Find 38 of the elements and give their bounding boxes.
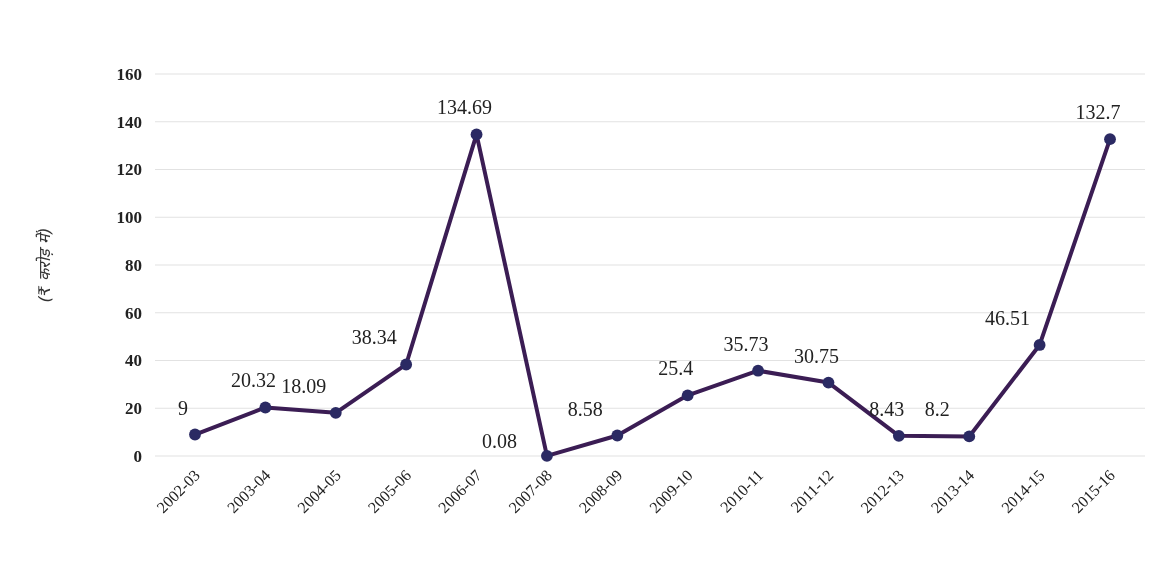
data-label: 132.7	[1075, 101, 1121, 124]
data-label: 35.73	[723, 332, 769, 355]
y-axis-title: (₹ करोड़ में)	[35, 227, 54, 303]
y-tick-label: 60	[125, 303, 142, 323]
data-label: 20.32	[230, 369, 276, 392]
point	[892, 429, 905, 442]
data-label: 134.69	[437, 96, 493, 119]
y-tick-label: 80	[125, 255, 142, 275]
data-label: 30.75	[793, 344, 839, 367]
data-label: 18.09	[281, 374, 327, 397]
data-label: 38.34	[351, 326, 397, 349]
data-label: 46.51	[985, 306, 1031, 329]
y-tick-label: 120	[116, 160, 142, 180]
point	[329, 406, 342, 419]
point	[259, 401, 272, 414]
point	[400, 358, 413, 371]
data-label: 0.08	[481, 429, 517, 452]
point	[611, 429, 624, 442]
y-tick-label: 160	[116, 64, 142, 84]
point	[963, 430, 976, 443]
point	[1104, 133, 1116, 146]
y-tick-label: 0	[133, 446, 142, 466]
point	[681, 389, 694, 402]
point	[189, 428, 201, 441]
y-tick-label: 40	[125, 351, 142, 371]
y-tick-label: 140	[116, 112, 142, 132]
y-tick-label: 100	[116, 208, 142, 228]
point	[752, 364, 764, 377]
point	[822, 376, 835, 389]
data-label: 8.43	[869, 397, 905, 420]
point	[1033, 339, 1046, 351]
point	[541, 449, 553, 462]
point	[470, 128, 483, 141]
data-label: 9	[178, 396, 188, 419]
data-label: 8.2	[924, 398, 950, 421]
y-tick-label: 20	[125, 399, 142, 419]
data-label: 25.4	[658, 357, 694, 380]
data-label: 8.58	[567, 397, 603, 420]
